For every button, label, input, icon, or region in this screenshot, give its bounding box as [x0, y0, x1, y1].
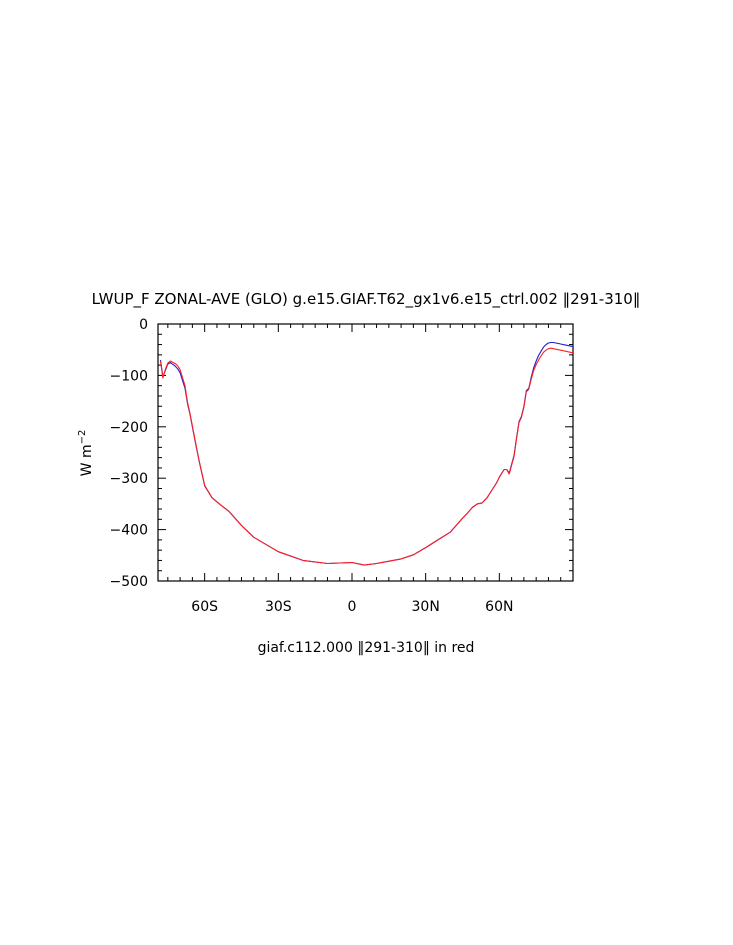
series-line-2	[159, 347, 574, 566]
x-tick-label: 60N	[485, 599, 513, 615]
y-tick-label: 0	[139, 317, 148, 333]
chart-subtitle: giaf.c112.000 ‖291-310‖ in red	[258, 640, 475, 656]
x-tick-label: 30S	[265, 599, 292, 615]
x-tick-label: 60S	[191, 599, 218, 615]
plot-border	[157, 323, 574, 582]
series-line-1	[159, 341, 574, 566]
x-tick-label: 0	[348, 599, 357, 615]
x-tick-label: 30N	[412, 599, 440, 615]
y-tick-label: −100	[110, 368, 148, 384]
y-axis-label-exponent: −2	[77, 430, 88, 445]
chart-title: LWUP_F ZONAL-AVE (GLO) g.e15.GIAF.T62_gx…	[92, 290, 641, 309]
x-axis: 60S 30S 0 30N 60N	[167, 324, 574, 615]
y-tick-label: −400	[110, 523, 148, 539]
y-axis-label-unit: W m	[79, 444, 95, 476]
y-axis-label: W m−2	[77, 430, 95, 477]
y-tick-label: −300	[110, 471, 148, 487]
y-tick-label: −200	[110, 420, 148, 436]
y-tick-label: −500	[110, 574, 148, 590]
y-axis: 0 −100 −200 −300 −400 −500	[110, 317, 573, 590]
plot-frame	[157, 323, 574, 582]
svg-text:W m−2: W m−2	[77, 430, 95, 477]
series-layer	[159, 341, 574, 566]
